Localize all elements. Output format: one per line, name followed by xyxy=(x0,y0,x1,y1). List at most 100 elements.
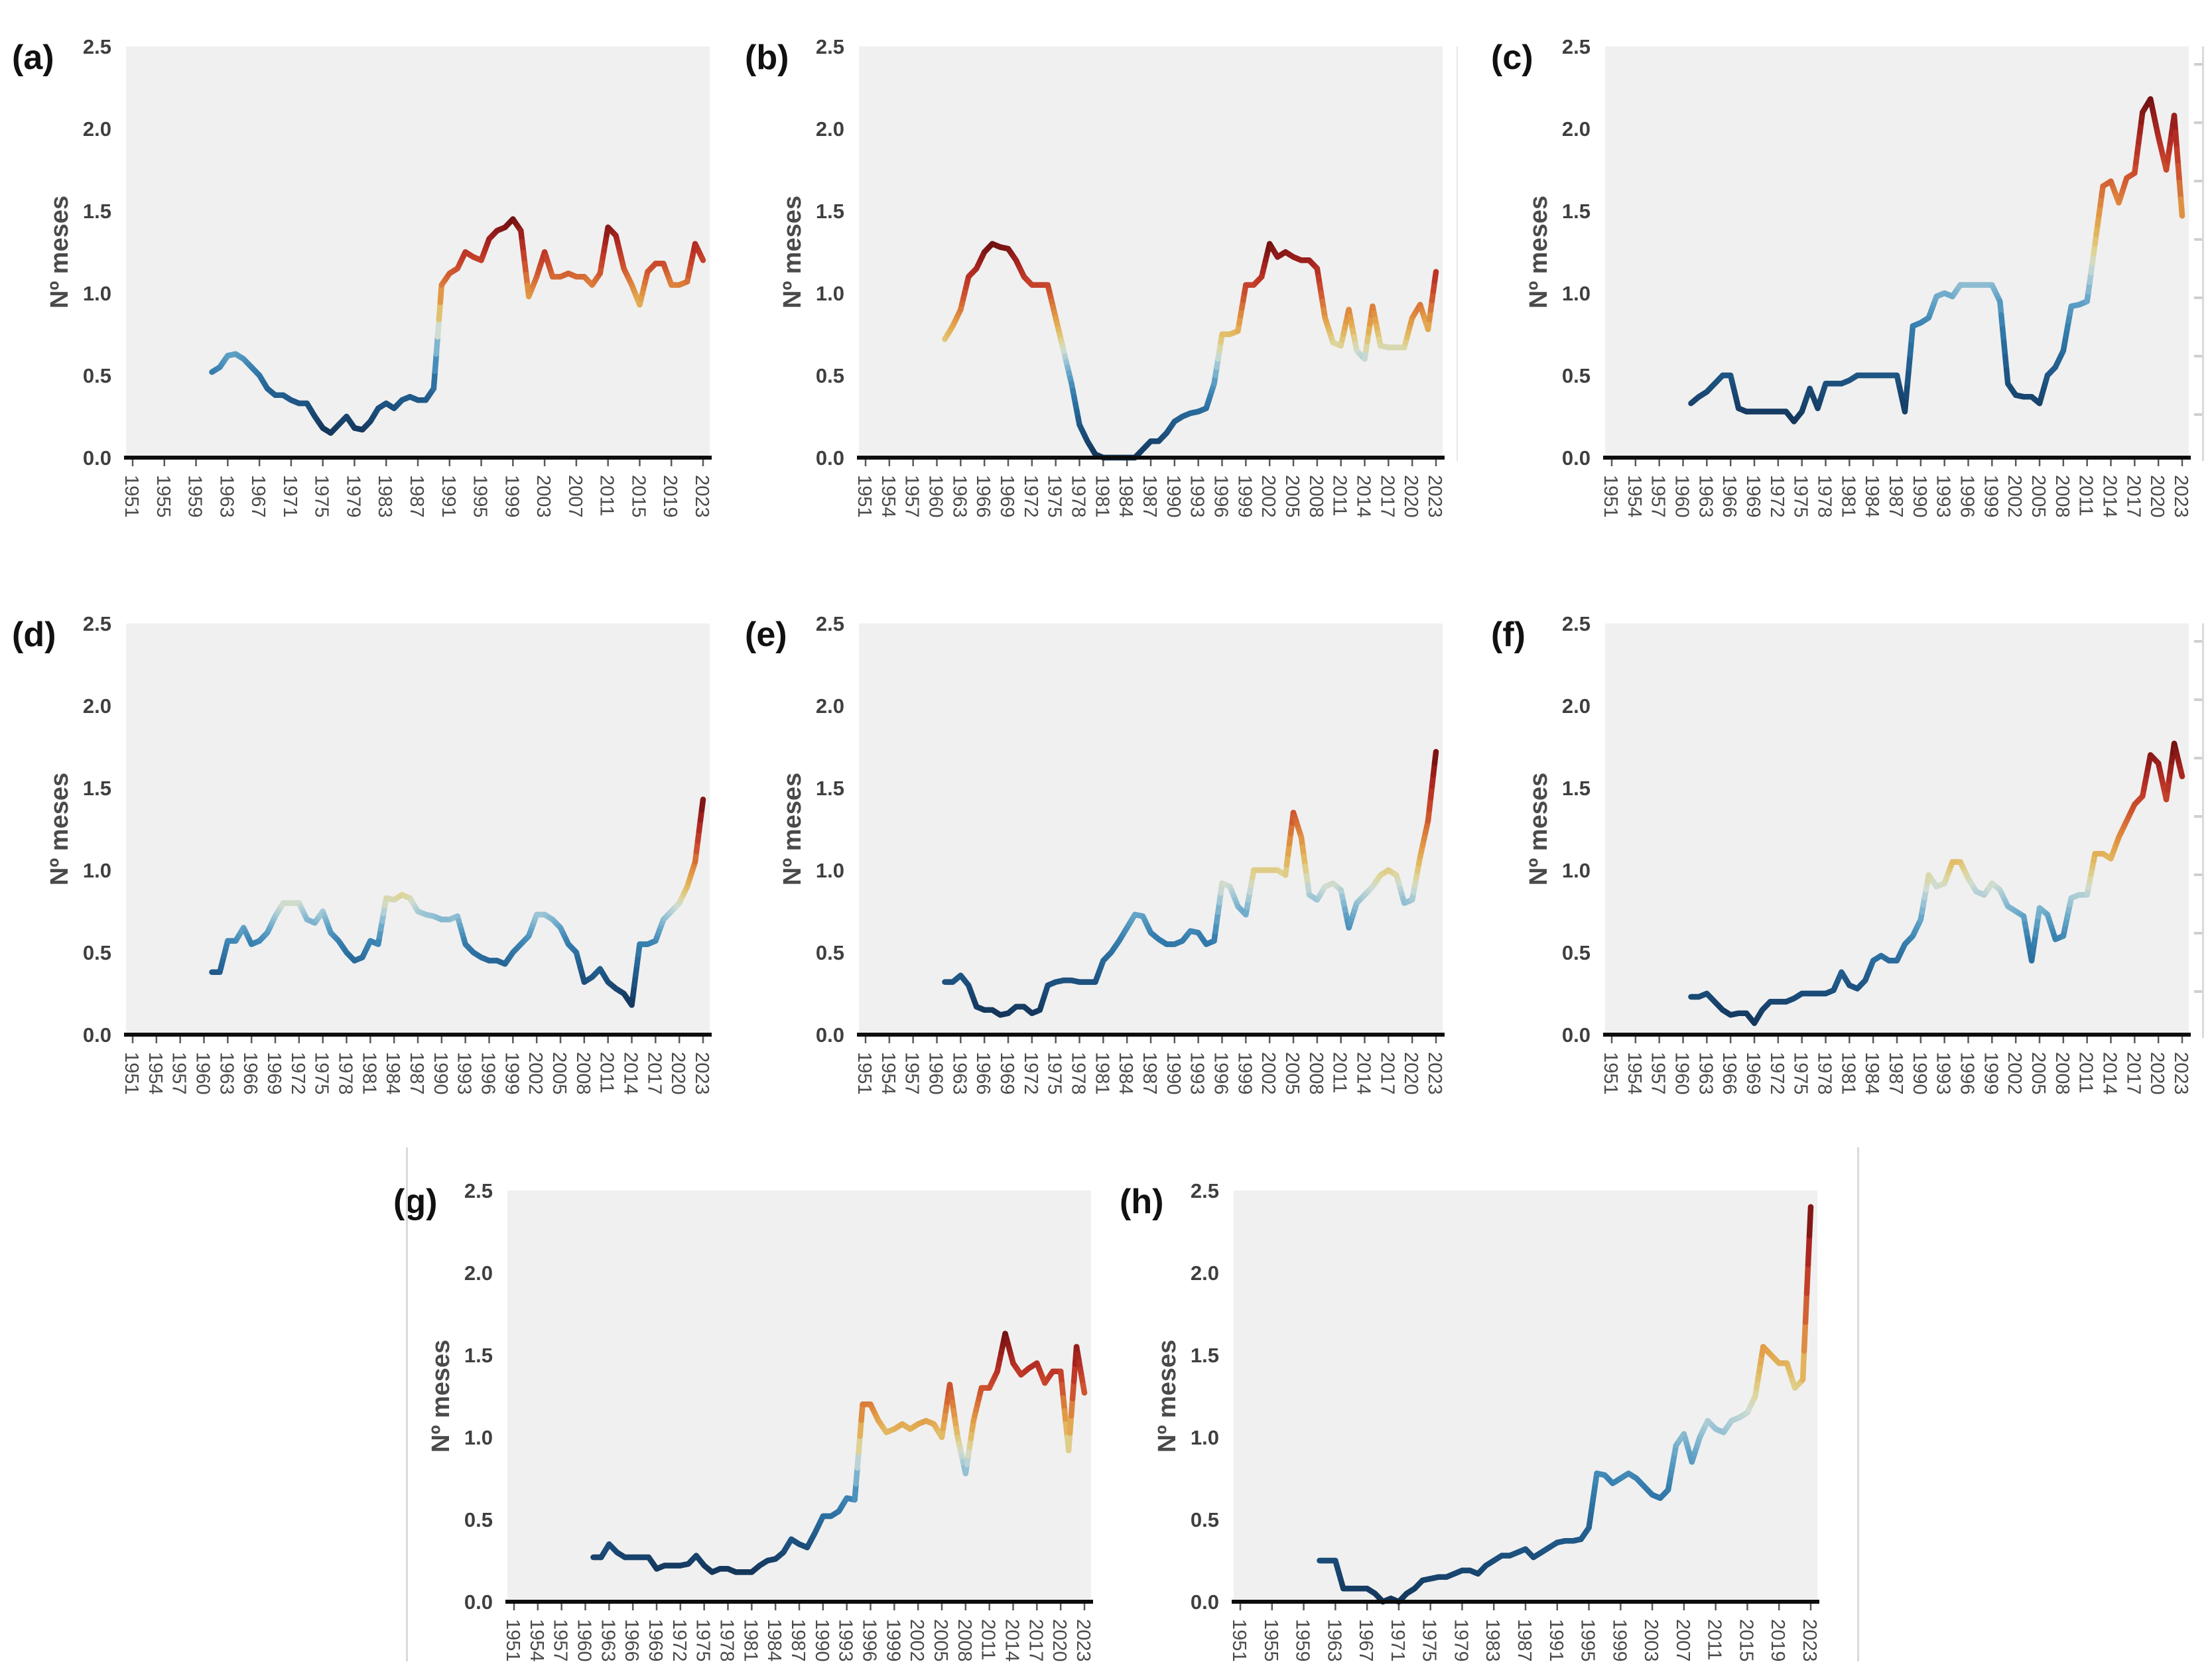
x-tick-label: 1995 xyxy=(470,475,491,518)
x-tick-label: 2017 xyxy=(2122,1052,2144,1095)
x-tick-label: 2023 xyxy=(2170,1052,2191,1095)
x-tick-label: 1987 xyxy=(1514,1619,1535,1662)
y-tick-label: 0.0 xyxy=(1562,446,1591,470)
x-tick-label: 2023 xyxy=(1799,1619,1820,1662)
x-tick-label: 1975 xyxy=(692,1619,714,1662)
x-tick-label: 1963 xyxy=(948,475,970,518)
x-tick-label: 1975 xyxy=(311,475,332,518)
x-tick-label: 1957 xyxy=(550,1619,571,1662)
x-tick-label: 1957 xyxy=(1648,1052,1669,1095)
plot-background xyxy=(859,46,1443,458)
x-tick-label: 1981 xyxy=(1837,1052,1858,1095)
x-tick-label: 1990 xyxy=(1909,1052,1930,1095)
x-tick-label: 1954 xyxy=(526,1619,547,1662)
chart-b: 2023202020172014201120082005200219991996… xyxy=(733,0,1456,534)
x-tick-label: 2011 xyxy=(1329,1052,1350,1093)
x-tick-label: 2008 xyxy=(1305,1052,1327,1095)
y-tick-label: 1.5 xyxy=(83,777,111,800)
x-tick-label: 1963 xyxy=(216,1052,237,1095)
y-tick-label: 0.0 xyxy=(816,446,844,470)
x-tick-label: 1955 xyxy=(1260,1619,1281,1662)
x-tick-label: 2023 xyxy=(1424,475,1445,518)
x-tick-label: 2008 xyxy=(1305,475,1327,518)
y-tick-label: 2.0 xyxy=(1191,1261,1219,1285)
x-tick-label: 1963 xyxy=(948,1052,970,1095)
x-tick-label: 1966 xyxy=(972,1052,994,1095)
x-tick-label: 1991 xyxy=(438,475,459,518)
x-tick-label: 1960 xyxy=(1671,475,1693,518)
x-tick-label: 2008 xyxy=(2051,1052,2073,1095)
x-tick-label: 1955 xyxy=(153,475,174,518)
x-tick-label: 1987 xyxy=(406,475,427,518)
y-tick-label: 1.5 xyxy=(1562,200,1591,223)
panel-letter-e: (e) xyxy=(745,615,787,654)
x-tick-label: 1966 xyxy=(239,1052,261,1095)
y-tick-label: 1.0 xyxy=(1562,859,1591,882)
x-tick-label: 1951 xyxy=(854,1052,875,1095)
x-tick-label: 1954 xyxy=(1624,475,1645,518)
x-tick-label: 1999 xyxy=(1608,1619,1630,1662)
x-tick-label: 1978 xyxy=(1068,475,1089,518)
x-tick-label: 2019 xyxy=(659,475,681,518)
y-tick-label: 1.5 xyxy=(1562,777,1591,800)
x-tick-label: 2005 xyxy=(930,1619,951,1662)
plot-area: 2023202020172014201120082005200219991996… xyxy=(816,35,1445,518)
x-tick-label: 1991 xyxy=(1545,1619,1567,1662)
x-tick-label: 1990 xyxy=(811,1619,832,1662)
x-tick-label: 1969 xyxy=(996,1052,1017,1095)
x-tick-label: 2017 xyxy=(2122,475,2144,518)
x-tick-label: 1999 xyxy=(501,1052,522,1095)
x-tick-label: 2003 xyxy=(533,475,554,518)
x-tick-label: 2014 xyxy=(1353,1052,1374,1095)
x-tick-label: 1963 xyxy=(1323,1619,1344,1662)
y-axis-title: Nº meses xyxy=(427,1340,455,1452)
x-tick-label: 1975 xyxy=(1044,475,1065,518)
x-tick-label: 1978 xyxy=(1814,475,1835,518)
x-tick-label: 1972 xyxy=(1766,475,1788,518)
plot-area: 2023202020172014201120082005200219991996… xyxy=(1562,612,2191,1095)
x-tick-label: 2011 xyxy=(596,1052,618,1093)
chart-f: 2023202020172014201120082005200219991996… xyxy=(1479,577,2202,1111)
y-tick-label: 2.0 xyxy=(83,694,111,718)
x-tick-label: 1981 xyxy=(358,1052,379,1095)
x-tick-label: 1954 xyxy=(145,1052,166,1095)
panel-letter-b: (b) xyxy=(745,38,789,77)
x-tick-label: 2005 xyxy=(549,1052,570,1095)
y-tick-label: 2.0 xyxy=(1562,694,1591,718)
plot-background xyxy=(1605,623,2189,1035)
x-tick-label: 1954 xyxy=(878,475,899,518)
x-tick-label: 1972 xyxy=(287,1052,308,1095)
x-tick-label: 1996 xyxy=(1957,475,1978,518)
divider-left-row3 xyxy=(406,1147,408,1661)
plot-background xyxy=(1234,1191,1817,1602)
x-tick-label: 2014 xyxy=(1002,1619,1023,1662)
x-tick-label: 1972 xyxy=(669,1619,690,1662)
x-tick-label: 1995 xyxy=(1577,1619,1598,1662)
y-tick-label: 2.5 xyxy=(83,35,111,58)
x-tick-label: 1959 xyxy=(184,475,206,518)
x-tick-label: 2005 xyxy=(2028,1052,2049,1095)
x-tick-label: 1971 xyxy=(279,475,300,518)
plot-area: 2023202020172014201120082005200219991996… xyxy=(816,612,1445,1095)
y-tick-label: 2.0 xyxy=(816,694,844,718)
y-axis-title: Nº meses xyxy=(46,196,74,308)
y-tick-label: 1.0 xyxy=(1562,282,1591,305)
x-tick-label: 2011 xyxy=(1704,1619,1725,1660)
plot-background xyxy=(859,623,1443,1035)
x-tick-label: 2002 xyxy=(2004,1052,2025,1095)
y-tick-label: 1.5 xyxy=(816,777,844,800)
x-tick-label: 2017 xyxy=(643,1052,665,1095)
x-tick-label: 1987 xyxy=(406,1052,427,1095)
x-tick-label: 1987 xyxy=(1139,1052,1160,1095)
plot-area: 2023202020172014201120082005200219991996… xyxy=(464,1179,1094,1662)
x-tick-label: 1966 xyxy=(1719,1052,1740,1095)
x-tick-label: 2023 xyxy=(1424,1052,1445,1095)
x-tick-label: 2020 xyxy=(2146,475,2168,518)
x-tick-label: 1981 xyxy=(1091,1052,1112,1095)
x-tick-label: 1983 xyxy=(374,475,395,518)
x-tick-label: 2011 xyxy=(596,475,618,516)
x-tick-label: 2023 xyxy=(2170,475,2191,518)
x-tick-label: 1984 xyxy=(1115,1052,1136,1095)
